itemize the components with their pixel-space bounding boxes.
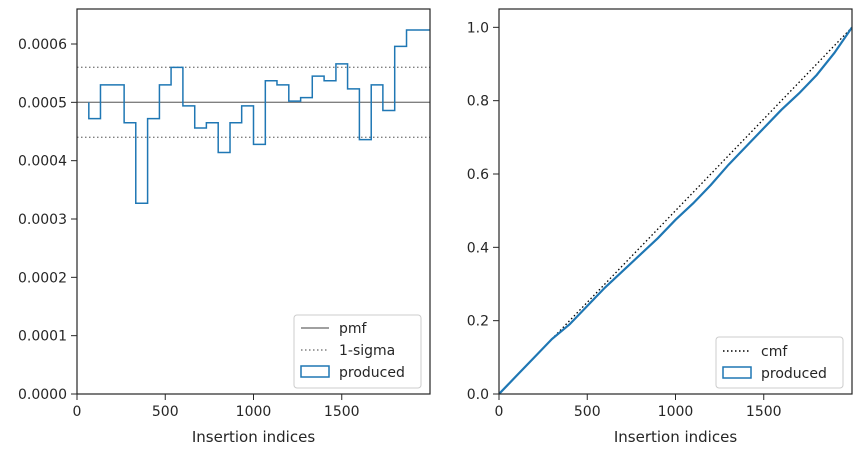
produced-step (88, 29, 430, 204)
produced-point (621, 270, 624, 272)
legend-swatch-produced (722, 366, 752, 379)
x-tick-label: 1000 (236, 404, 272, 420)
y-tick-label: 0.6 (467, 167, 489, 183)
produced-point (586, 305, 588, 307)
y-tick-label: 0.2 (467, 314, 489, 330)
y-tick-label: 0.8 (467, 94, 489, 110)
produced-point (710, 184, 712, 186)
plot-frame (76, 8, 431, 395)
x-tick-label: 500 (574, 404, 601, 420)
y-tick-label: 0.0001 (18, 329, 67, 345)
produced-point (657, 237, 659, 239)
produced-point (763, 127, 765, 129)
produced-point (639, 254, 641, 256)
y-tick-label: 0.0003 (18, 212, 67, 228)
produced-point (516, 375, 518, 377)
y-tick-label: 0.0004 (18, 154, 67, 170)
legend: pmf 1-sigma produced (293, 314, 422, 389)
produced-point (833, 52, 835, 54)
legend-label-produced: produced (339, 365, 405, 381)
produced-point (569, 323, 571, 325)
pmf-histogram-panel: 0 500 1000 1500 0.0000 0.0001 0.0002 0.0003 0.00… (18, 8, 431, 446)
x-tick-label: 0 (73, 404, 82, 420)
produced-point (551, 338, 553, 340)
y-tick-label: 0.0 (467, 387, 489, 403)
y-tick-label: 0.0002 (18, 270, 67, 286)
plot-frame (498, 8, 853, 395)
y-tick-label: 0.0000 (18, 387, 67, 403)
legend-label-1-sigma: 1-sigma (339, 343, 395, 359)
legend-box (293, 314, 422, 389)
produced-point (816, 74, 818, 76)
x-axis-label: Insertion indices (614, 428, 737, 446)
x-tick-label: 1500 (324, 404, 360, 420)
produced-point (745, 145, 747, 148)
y-tick-label: 1.0 (467, 20, 489, 36)
produced-point (674, 219, 677, 221)
x-tick-label: 1500 (746, 404, 782, 420)
x-tick-label: 0 (495, 404, 504, 420)
produced-point (798, 92, 800, 94)
plot-area (77, 29, 430, 204)
legend-label-produced: produced (761, 366, 827, 382)
x-tick-label: 500 (152, 404, 179, 420)
legend-label-pmf: pmf (339, 321, 368, 337)
y-tick-label: 0.0005 (18, 95, 67, 111)
legend: cmf produced (715, 336, 844, 389)
y-tick-label: 0.0006 (18, 37, 67, 53)
x-tick-label: 1000 (658, 404, 694, 420)
plot-area (499, 26, 852, 394)
produced-point (604, 287, 606, 289)
x-axis-label: Insertion indices (192, 428, 315, 446)
produced-point (533, 356, 535, 358)
legend-box (715, 336, 844, 389)
produced-point (780, 109, 783, 111)
y-tick-label: 0.4 (467, 240, 489, 256)
legend-label-cmf: cmf (761, 344, 788, 360)
produced-point (727, 164, 730, 166)
produced-point (692, 202, 694, 204)
cmf-panel: 0 500 1000 1500 0.0 0.2 0.4 0.6 0.8 1.0 Insertion … (467, 8, 853, 446)
legend-swatch-produced (300, 365, 330, 378)
